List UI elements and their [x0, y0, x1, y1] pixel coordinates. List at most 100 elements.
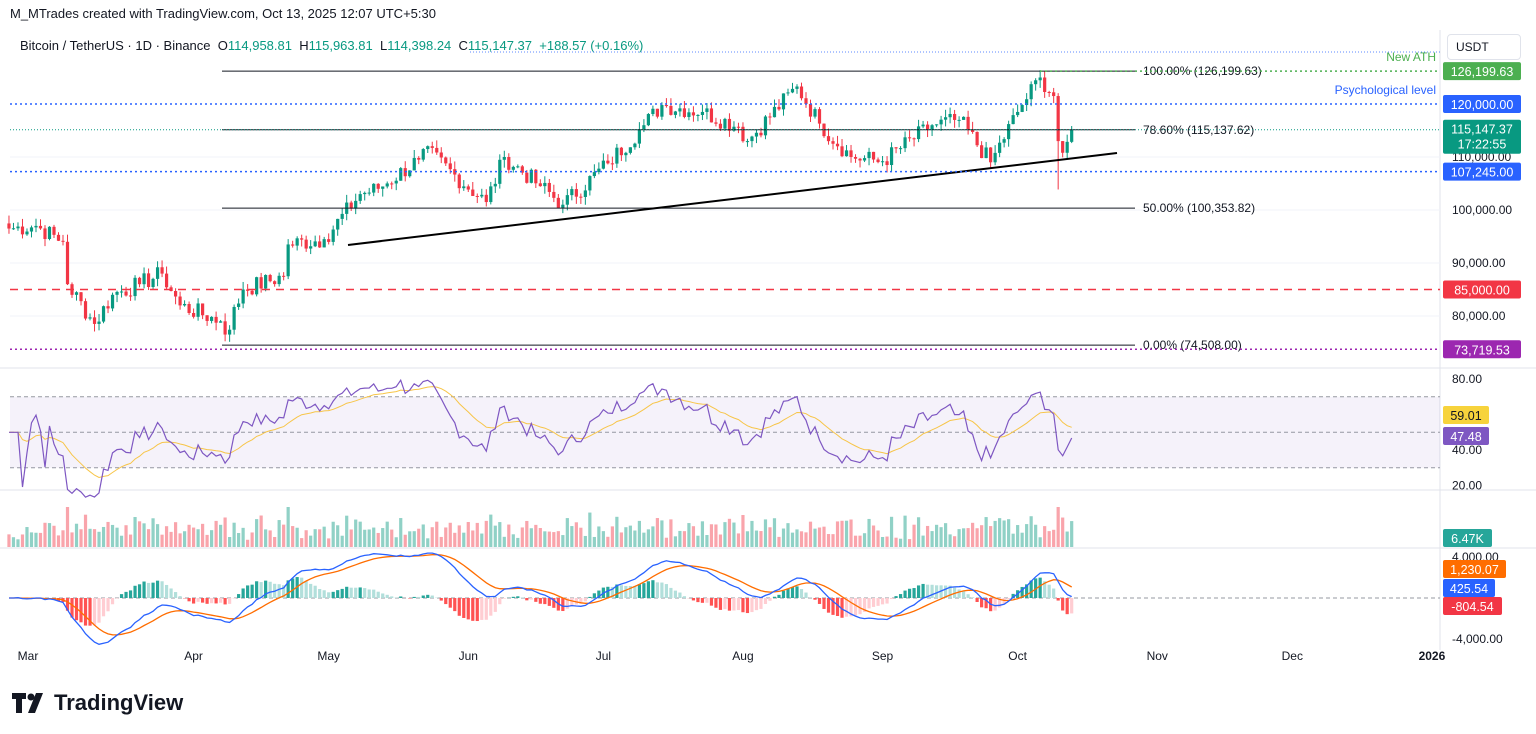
rsi-tick-label: 20.00 [1452, 479, 1482, 493]
volume-bar [624, 527, 628, 547]
macd-histogram-bar [795, 586, 799, 598]
volume-bar [1020, 532, 1024, 547]
low-label: L [379, 38, 388, 53]
candle-body [110, 294, 115, 309]
candle-body [817, 109, 822, 124]
volume-bar [246, 539, 250, 547]
candle-body [448, 163, 452, 170]
volume-bar [16, 539, 20, 547]
macd-histogram-bar [146, 582, 151, 598]
macd-histogram-bar [1065, 598, 1069, 615]
candle-body [259, 277, 263, 289]
macd-histogram-bar [691, 598, 696, 601]
volume-bar [1052, 529, 1056, 547]
macd-histogram-bar [381, 593, 385, 598]
volume-bar [790, 532, 795, 547]
volume-bar [435, 521, 439, 547]
volume-bar [1065, 531, 1069, 547]
candle-body [948, 113, 952, 118]
symbol-title[interactable]: Bitcoin / TetherUS · 1D · Binance [20, 38, 211, 53]
candle-body [962, 116, 966, 120]
volume-bar [840, 520, 844, 547]
volume-bar [696, 535, 700, 547]
volume-bar [705, 535, 709, 547]
candle-body [682, 108, 687, 117]
volume-bar [38, 532, 43, 547]
macd-histogram-bar [327, 592, 331, 598]
candle-body [669, 105, 673, 115]
candle-body [124, 291, 128, 296]
candle-body [489, 186, 493, 203]
candle-body [502, 157, 506, 160]
price-tick-label: 80,000.00 [1452, 309, 1506, 323]
candle-body [61, 240, 65, 242]
volume-bar [844, 520, 849, 547]
candle-body [196, 303, 200, 317]
candle-body [930, 125, 934, 131]
macd-histogram-bar [484, 598, 488, 620]
macd-histogram-bar [597, 590, 601, 598]
candle-body [92, 317, 97, 324]
macd-histogram-bar [358, 587, 362, 598]
candle-body [547, 182, 551, 192]
volume-bar [471, 530, 475, 547]
volume-bar [547, 531, 551, 547]
candle-body [363, 192, 367, 195]
symbol-legend: Bitcoin / TetherUS · 1D · Binance O114,9… [20, 38, 643, 53]
macd-histogram-bar [444, 598, 448, 605]
macd-histogram-bar [246, 585, 250, 598]
candle-body [200, 303, 205, 316]
candle-body [723, 118, 727, 129]
countdown-text: 17:22:55 [1458, 138, 1507, 152]
candle-body [264, 275, 268, 289]
candle-body [295, 238, 299, 246]
volume-bar [264, 529, 268, 547]
low-value: 114,398.24 [387, 38, 452, 53]
macd-histogram-bar [750, 598, 754, 613]
volume-bar [962, 528, 966, 547]
macd-histogram-bar [971, 597, 975, 598]
volume-bar [516, 537, 520, 547]
macd-histogram-bar [655, 582, 660, 598]
macd-histogram-bar [264, 580, 268, 598]
volume-bar [907, 539, 912, 547]
ascending-trendline [347, 152, 1118, 246]
candle-body [741, 126, 745, 142]
volume-bar [313, 529, 317, 547]
candle-body [624, 152, 628, 156]
macd-histogram-bar [849, 598, 853, 617]
volume-bar [1034, 524, 1038, 547]
currency-button[interactable]: USDT [1447, 34, 1521, 60]
candle-body [1038, 77, 1042, 81]
volume-bar [912, 524, 916, 547]
macd-histogram-bar [867, 598, 871, 609]
candle-body [1025, 99, 1029, 106]
volume-bar [88, 528, 92, 547]
volume-bar [331, 521, 335, 547]
macd-histogram-bar [525, 598, 529, 601]
macd-histogram-bar [628, 586, 632, 598]
candle-body [907, 137, 912, 139]
macd-histogram-bar [399, 596, 403, 598]
candle-body [709, 108, 714, 123]
volume-bar [1025, 524, 1029, 547]
candle-body [322, 239, 326, 248]
volume-bar [115, 527, 119, 547]
macd-histogram-bar [372, 589, 376, 598]
volume-bar [304, 530, 308, 547]
volume-bar [484, 520, 488, 547]
candle-body [565, 195, 569, 205]
volume-bar [210, 530, 214, 547]
volume-bar [385, 521, 389, 547]
volume-bar [273, 536, 277, 547]
volume-bar [637, 520, 641, 547]
candle-body [736, 126, 741, 128]
candle-body [444, 157, 448, 164]
macd-histogram-bar [916, 585, 921, 598]
candle-body [745, 141, 750, 143]
candle-body [318, 241, 322, 248]
macd-histogram-bar [169, 588, 173, 598]
macd-histogram-bar [286, 580, 290, 598]
tradingview-logo[interactable]: TradingView [12, 690, 183, 716]
